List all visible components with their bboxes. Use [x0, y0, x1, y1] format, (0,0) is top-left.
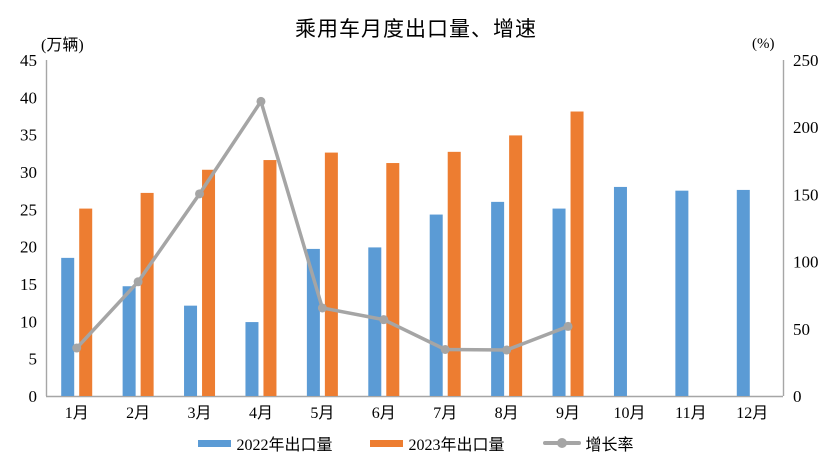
- bar-export-2022-2: [122, 286, 136, 396]
- bar-export-2022-9: [552, 208, 566, 396]
- growth-point-3: [195, 189, 205, 199]
- right-axis-unit-label: (%): [752, 36, 775, 52]
- x-axis-label: 10月: [613, 405, 645, 422]
- left-axis-tick: 35: [20, 126, 37, 145]
- left-axis-tick: 10: [20, 312, 37, 331]
- bar-export-2022-7: [429, 214, 443, 396]
- x-axis-label: 11月: [675, 405, 706, 422]
- left-axis-tick: 25: [20, 200, 37, 219]
- x-axis-label: 2月: [126, 405, 150, 422]
- x-axis-label: 6月: [372, 405, 396, 422]
- legend-label-2023: 2023年出口量: [408, 437, 505, 454]
- left-axis-tick: 0: [29, 387, 38, 406]
- bar-export-2023-6: [386, 163, 400, 396]
- legend-swatch-2023: [370, 439, 404, 447]
- growth-point-4: [256, 96, 266, 106]
- bar-export-2023-3: [202, 169, 216, 396]
- left-axis-tick: 30: [20, 163, 37, 182]
- bar-export-2022-8: [491, 201, 505, 396]
- legend-line-marker-icon: [556, 438, 567, 448]
- right-axis-tick: 0: [793, 387, 802, 406]
- x-axis-label: 8月: [495, 405, 519, 422]
- bar-export-2023-4: [263, 160, 277, 396]
- growth-point-5: [317, 303, 327, 313]
- left-axis-unit-label: (万辆): [41, 37, 84, 54]
- bar-export-2023-8: [509, 135, 523, 396]
- bar-export-2023-1: [79, 208, 93, 396]
- x-axis-label: 1月: [65, 405, 89, 422]
- right-axis-tick: 150: [793, 185, 819, 204]
- x-axis-label: 9月: [556, 405, 580, 422]
- bar-export-2022-11: [675, 190, 689, 396]
- left-axis-tick: 40: [20, 88, 37, 107]
- bar-export-2023-2: [140, 192, 154, 396]
- legend-label-2022: 2022年出口量: [236, 437, 333, 454]
- growth-point-1: [72, 343, 82, 353]
- bar-export-2022-3: [184, 305, 198, 396]
- x-axis-label: 3月: [188, 405, 212, 422]
- legend: 2022年出口量 2023年出口量 增长率: [0, 431, 832, 455]
- legend-item-2023: 2023年出口量: [370, 431, 505, 455]
- left-axis-tick: 15: [20, 275, 37, 294]
- legend-item-2022: 2022年出口量: [198, 431, 332, 455]
- right-axis-tick: 50: [793, 320, 810, 339]
- bar-export-2022-10: [613, 186, 627, 396]
- growth-point-2: [133, 277, 143, 287]
- bar-export-2022-6: [368, 247, 382, 396]
- legend-item-growth: 增长率: [542, 431, 634, 455]
- chart-title: 乘用车月度出口量、增速: [295, 17, 537, 41]
- bar-export-2022-4: [245, 322, 259, 396]
- right-axis-tick: 100: [793, 253, 819, 272]
- bar-export-2023-9: [570, 111, 584, 397]
- left-axis-tick: 20: [20, 238, 37, 257]
- growth-point-6: [379, 315, 389, 325]
- x-axis-label: 5月: [310, 405, 334, 422]
- x-axis-label: 4月: [249, 405, 273, 422]
- growth-point-8: [502, 345, 512, 355]
- growth-point-7: [440, 344, 450, 354]
- x-axis-label: 7月: [433, 405, 457, 422]
- right-axis-tick: 200: [793, 118, 819, 137]
- left-axis-tick: 5: [29, 350, 38, 369]
- bar-export-2022-1: [61, 257, 75, 396]
- legend-label-growth: 增长率: [585, 437, 634, 454]
- legend-swatch-2022: [198, 439, 232, 447]
- bar-export-2022-12: [736, 189, 750, 396]
- bar-export-2023-5: [324, 152, 338, 396]
- bar-export-2023-7: [447, 151, 461, 396]
- bar-export-2022-5: [306, 248, 320, 396]
- x-axis-label: 12月: [736, 405, 768, 422]
- legend-line-swatch: [542, 438, 581, 449]
- right-axis-tick: 250: [793, 51, 819, 70]
- left-axis-tick: 45: [20, 51, 37, 70]
- growth-point-9: [563, 321, 573, 331]
